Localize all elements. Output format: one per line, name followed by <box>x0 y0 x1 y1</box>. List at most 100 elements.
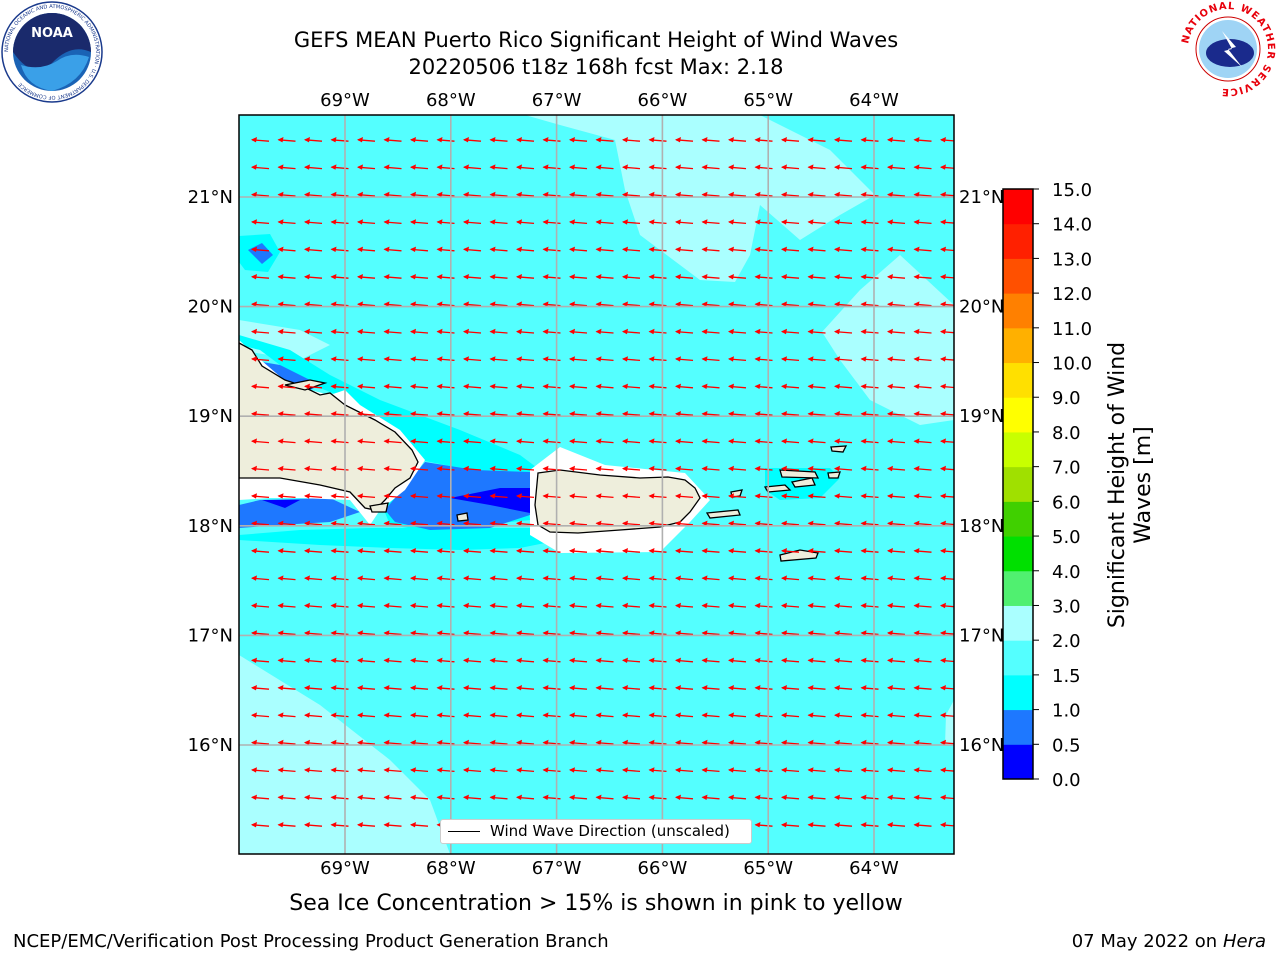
wave-direction-arrowhead <box>781 767 787 773</box>
colorbar-tick-label: 0.5 <box>1052 735 1081 756</box>
wave-direction-arrowhead <box>728 191 734 198</box>
wave-direction-arrowhead <box>383 712 390 718</box>
wave-direction-arrowhead <box>701 630 708 636</box>
wave-direction-arrowhead <box>330 712 337 718</box>
wave-direction-arrowhead <box>675 520 681 526</box>
wave-direction-arrowhead <box>436 301 443 307</box>
wave-direction-arrowhead <box>701 246 708 252</box>
wave-direction-arrowhead <box>516 383 522 389</box>
wave-direction-arrowhead <box>463 383 469 389</box>
wave-direction-arrowhead <box>781 630 787 636</box>
wave-direction-arrowhead <box>675 575 681 581</box>
wave-direction-arrowhead <box>807 219 814 225</box>
wave-direction-arrowhead <box>622 328 628 335</box>
wave-direction-arrowhead <box>383 685 390 691</box>
wave-direction-arrowhead <box>595 493 602 499</box>
wave-direction-arrowhead <box>463 657 469 663</box>
wave-direction-arrowhead <box>728 164 734 170</box>
wave-direction-arrowhead <box>410 548 416 554</box>
wave-direction-arrowhead <box>622 274 628 280</box>
colorbar-tick-label: 7.0 <box>1052 458 1081 479</box>
wave-direction-arrowhead <box>410 164 416 170</box>
wave-direction-arrowhead <box>489 794 496 800</box>
wave-direction-arrowhead <box>913 164 920 170</box>
wave-direction-arrowhead <box>860 520 867 526</box>
wave-direction-arrowhead <box>330 685 337 691</box>
wave-direction-arrowhead <box>754 274 761 280</box>
wave-direction-arrowhead <box>754 712 761 718</box>
wave-direction-arrowhead <box>648 328 655 335</box>
wave-direction-arrowhead <box>860 411 867 417</box>
wave-direction-arrowhead <box>277 219 284 225</box>
wave-direction-arrowhead <box>675 191 681 198</box>
wave-direction-arrowhead <box>675 465 681 472</box>
wave-direction-arrowhead <box>807 164 814 170</box>
land-mona <box>456 512 469 522</box>
wave-direction-arrowhead <box>410 411 416 417</box>
wave-direction-arrowhead <box>516 685 522 691</box>
wave-direction-arrowhead <box>807 438 814 444</box>
wave-direction-arrowhead <box>410 356 416 362</box>
wave-direction-arrowhead <box>701 602 708 609</box>
wave-direction-arrowhead <box>277 548 284 554</box>
wave-direction-arrowhead <box>277 137 284 143</box>
wave-direction-arrowhead <box>383 548 390 554</box>
wave-direction-arrowhead <box>622 465 628 472</box>
wave-direction-arrowhead <box>807 246 814 252</box>
wave-direction-arrowhead <box>860 712 867 718</box>
wave-direction-arrowhead <box>410 657 416 663</box>
wave-direction-arrowhead <box>834 301 840 307</box>
wave-direction-arrowhead <box>463 411 469 417</box>
wave-direction-arrowhead <box>648 493 655 499</box>
wave-direction-arrowhead <box>887 712 893 718</box>
wave-direction-arrowhead <box>887 328 893 335</box>
wave-direction-arrowhead <box>357 137 363 143</box>
wave-direction-arrowhead <box>383 301 390 307</box>
wave-direction-arrowhead <box>489 411 496 417</box>
wave-direction-arrowhead <box>913 274 920 280</box>
wave-direction-arrowhead <box>542 356 549 362</box>
wave-direction-arrowhead <box>330 438 337 444</box>
latitude-tick-label: 20°N <box>188 297 233 318</box>
wave-direction-arrowhead <box>940 356 946 362</box>
colorbar-tick-label: 5.0 <box>1052 527 1081 548</box>
wave-direction-arrowhead <box>860 493 867 499</box>
wave-direction-arrowhead <box>754 246 761 252</box>
wave-direction-arrowhead <box>516 164 522 170</box>
wave-direction-arrowhead <box>781 739 787 746</box>
wave-direction-arrowhead <box>330 520 337 526</box>
wave-direction-arrowhead <box>542 630 549 636</box>
wave-direction-arrowhead <box>304 411 310 417</box>
colorbar-tick-label: 13.0 <box>1052 249 1092 270</box>
wave-direction-arrowhead <box>834 465 840 472</box>
wave-direction-arrowhead <box>595 712 602 718</box>
longitude-tick-label: 67°W <box>532 90 582 111</box>
wave-direction-arrowhead <box>940 465 946 472</box>
wave-direction-arrowhead <box>834 520 840 526</box>
wave-direction-arrowhead <box>701 411 708 417</box>
legend-label: Wind Wave Direction (unscaled) <box>490 822 730 840</box>
wave-direction-arrowhead <box>728 548 734 554</box>
wave-direction-arrowhead <box>940 794 946 800</box>
colorbar-swatch <box>1003 744 1033 780</box>
wave-direction-arrowhead <box>277 493 284 499</box>
wave-direction-arrowhead <box>251 548 257 554</box>
wave-direction-arrowhead <box>436 274 443 280</box>
wave-direction-arrowhead <box>383 767 390 773</box>
longitude-tick-label: 66°W <box>638 858 688 879</box>
wave-direction-arrowhead <box>436 548 443 554</box>
wave-direction-arrowhead <box>569 465 575 472</box>
wave-direction-arrowhead <box>913 465 920 472</box>
wave-direction-arrowhead <box>834 685 840 691</box>
wave-direction-arrowhead <box>277 465 284 472</box>
wave-direction-arrowhead <box>410 383 416 389</box>
wave-direction-arrowhead <box>357 411 363 417</box>
wave-direction-arrowhead <box>489 301 496 307</box>
land-vieques <box>705 509 741 519</box>
wave-direction-arrowhead <box>701 657 708 663</box>
wave-direction-arrowhead <box>648 712 655 718</box>
wave-direction-arrowhead <box>887 246 893 252</box>
wave-zone-cyan-south <box>239 528 560 550</box>
wave-direction-arrowhead <box>834 712 840 718</box>
wave-direction-arrowhead <box>834 630 840 636</box>
